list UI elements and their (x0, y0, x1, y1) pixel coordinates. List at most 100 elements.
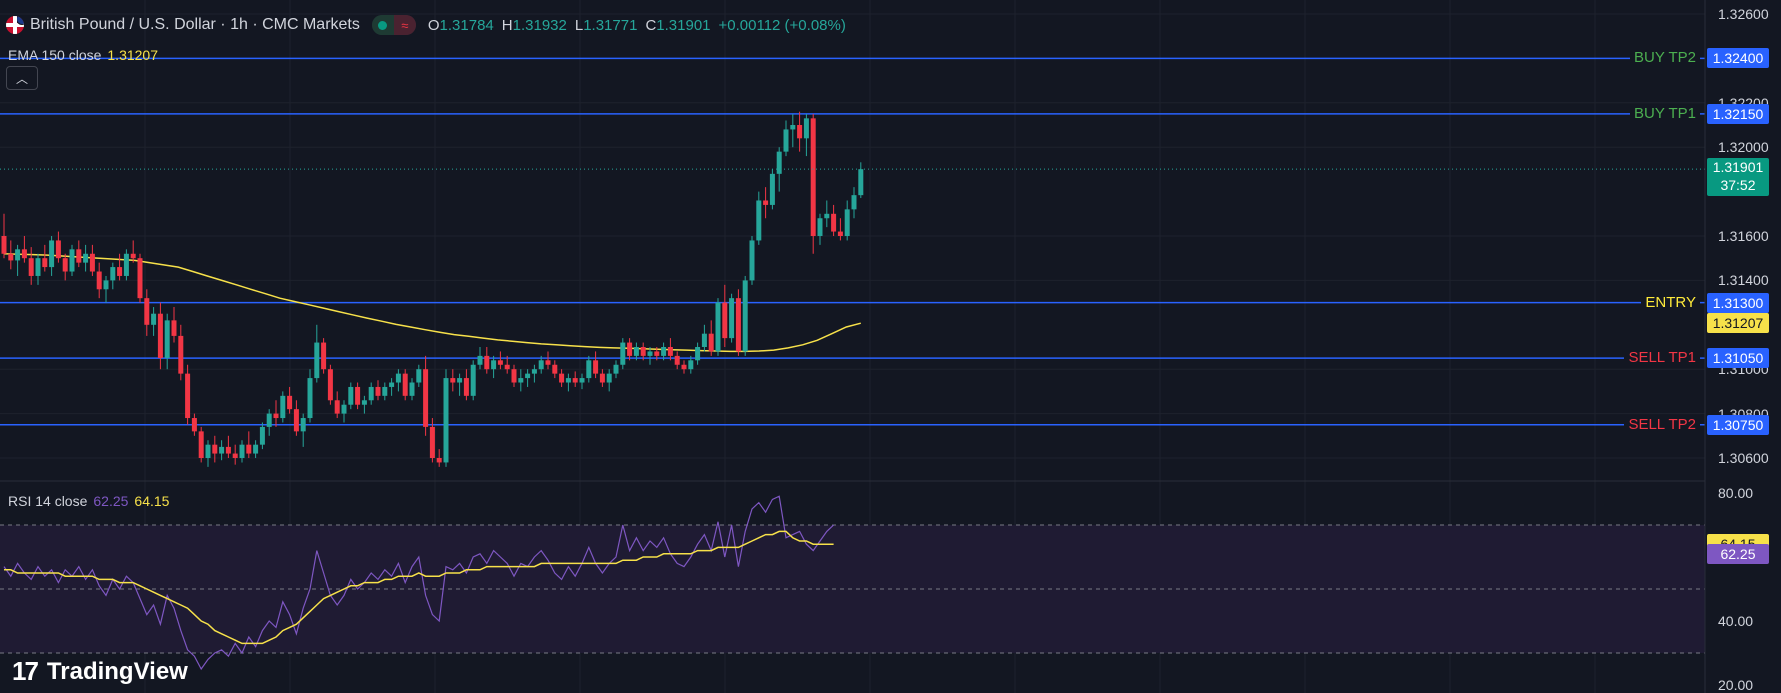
candle (185, 364, 191, 425)
candle-body (89, 253, 95, 272)
candle-body (307, 378, 313, 419)
candle-body (266, 413, 272, 427)
candle-body (8, 253, 14, 261)
candle (89, 244, 95, 276)
wave-icon[interactable]: ≈ (393, 15, 416, 35)
candle (96, 262, 102, 299)
candle-body (225, 446, 231, 454)
candle-body (633, 347, 639, 356)
candle (239, 440, 245, 463)
candle (599, 369, 605, 387)
candle (477, 347, 483, 370)
candle (246, 431, 252, 458)
candle-body (701, 333, 707, 347)
candle (69, 244, 75, 276)
candle-body (620, 342, 626, 365)
candle-body (681, 364, 687, 370)
rsi-ma-value: 64.15 (134, 493, 170, 509)
candle-body (674, 355, 680, 365)
candle-body (579, 378, 585, 383)
change-value: +0.00112 (+0.08%) (718, 16, 846, 34)
candle-body (76, 249, 82, 263)
candle (565, 373, 571, 392)
candle (647, 347, 653, 365)
price-axis-label: 1.30600 (1718, 450, 1769, 466)
chevron-up-icon: ︿ (15, 71, 28, 86)
candle (28, 247, 34, 285)
candle (212, 435, 218, 463)
candle-body (361, 400, 367, 405)
candle-body (627, 342, 633, 356)
candle-body (382, 386, 388, 396)
candle (198, 426, 204, 463)
candle (783, 120, 789, 157)
candle-body (103, 280, 109, 290)
candle (776, 147, 782, 192)
candle (627, 338, 633, 361)
candle-body (137, 258, 143, 299)
candle (15, 244, 21, 276)
rsi-ma-line (4, 530, 834, 645)
rsi-value: 62.25 (93, 493, 129, 509)
candle (831, 204, 837, 236)
candle (225, 435, 231, 458)
candle (661, 342, 667, 361)
candle (389, 378, 395, 396)
candle (273, 400, 279, 427)
candles (0, 111, 1705, 467)
candle (232, 444, 238, 465)
symbol-title[interactable]: British Pound / U.S. Dollar · 1h · CMC M… (30, 16, 360, 33)
tradingview-logo[interactable]: 17 TradingView (12, 656, 188, 687)
candle-body (504, 364, 510, 370)
candle-body (831, 213, 837, 232)
candle-body (287, 395, 293, 410)
candle-body (851, 195, 857, 210)
candle-body (300, 418, 306, 432)
candle (443, 369, 449, 467)
candle-body (368, 386, 374, 401)
candle-body (783, 129, 789, 152)
candle-body (769, 173, 775, 205)
candle (606, 369, 612, 392)
candle (130, 240, 136, 263)
market-status-toggle[interactable]: ≈ (371, 15, 416, 35)
candle (525, 369, 531, 387)
candle-body (314, 342, 320, 379)
candle (416, 364, 422, 387)
candle (769, 169, 775, 210)
candle (287, 386, 293, 414)
gbp-flag-icon (6, 16, 24, 34)
candle-body (436, 458, 442, 463)
level-price-tag: 1.32400 (1707, 48, 1769, 69)
candle (300, 413, 306, 447)
candle-body (572, 378, 578, 383)
candle (695, 342, 701, 365)
candle (205, 440, 211, 467)
candle-body (429, 426, 435, 458)
rsi-legend[interactable]: RSI 14 close 62.25 64.15 (8, 493, 169, 509)
candle (797, 111, 803, 152)
candle-body (110, 267, 116, 281)
candle-body (790, 125, 796, 130)
candle-body (525, 373, 531, 379)
candle-body (191, 418, 197, 432)
market-open-icon[interactable] (371, 15, 394, 35)
candle (511, 364, 517, 387)
candle-body (450, 378, 456, 383)
candle (266, 409, 272, 436)
ema-legend[interactable]: EMA 150 close 1.31207 (8, 47, 158, 63)
level-name-label: SELL TP1 (1624, 349, 1700, 367)
bar-countdown: 37:52 (1720, 177, 1756, 193)
candle-body (545, 360, 551, 365)
candle (314, 324, 320, 383)
candle-body (55, 240, 61, 259)
ema-label: EMA 150 close (8, 47, 102, 63)
candle (191, 413, 197, 436)
candle-body (341, 404, 347, 414)
candle-body (477, 355, 483, 365)
candle-body (395, 373, 401, 383)
candle-body (552, 364, 558, 374)
candle-body (334, 400, 340, 414)
collapse-legend-button[interactable]: ︿ (6, 66, 38, 90)
